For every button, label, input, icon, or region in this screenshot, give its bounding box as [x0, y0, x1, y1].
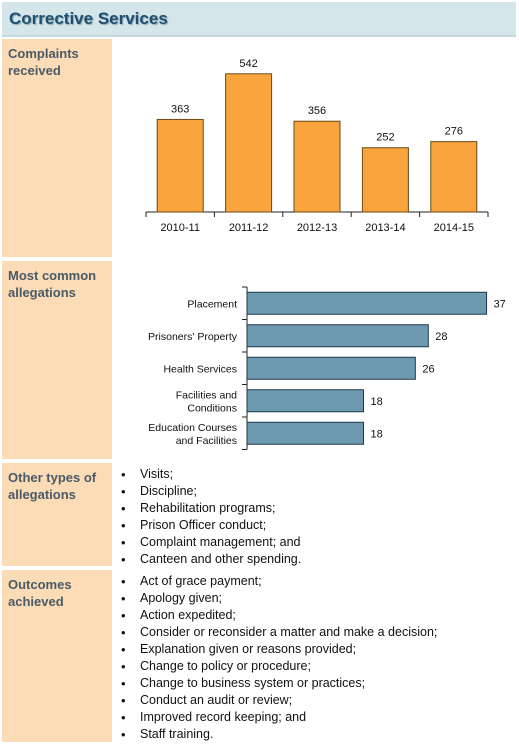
allegations-label: Most common allegations	[8, 268, 97, 300]
data-label-2010-11: 363	[171, 103, 189, 115]
data-label-education-courses-and-facilities: 18	[371, 428, 383, 440]
bar-2013-14	[361, 147, 409, 213]
other-allegations-list: Visits;Discipline;Rehabilitation program…	[121, 466, 301, 568]
other-allegation-item: Rehabilitation programs;	[121, 500, 301, 517]
other-allegation-item: Canteen and other spending.	[121, 551, 301, 568]
other-allegation-item: Discipline;	[121, 483, 301, 500]
data-label-2014-15: 276	[445, 126, 463, 138]
complaints-chart-cell: 363 2010-11 542 2011-12 356 2012-13 252 2013-14…	[113, 39, 516, 257]
outcome-item: Act of grace payment;	[121, 573, 437, 590]
bar-2011-12	[225, 73, 273, 213]
allegations-bar-chart: 37 Placement 28 Prisoners' Property 26 Health…	[148, 286, 506, 450]
outcome-item: Apology given;	[121, 590, 437, 607]
page-title: Corrective Services	[9, 9, 168, 28]
data-label-prisoners-property: 28	[435, 331, 447, 343]
category-label-placement: Placement	[187, 298, 237, 310]
other-label: Other types of allegations	[8, 470, 97, 502]
bar-2012-13	[293, 120, 341, 213]
outcomes-list: Act of grace payment;Apology given;Actio…	[121, 573, 437, 743]
other-allegation-item: Prison Officer conduct;	[121, 517, 301, 534]
outcomes-label-cell: Outcomes achieved	[2, 570, 112, 742]
outcome-item: Improved record keeping; and	[121, 709, 437, 726]
bar-2014-15	[430, 141, 478, 213]
category-label-facilities-and-conditions: Facilities and Conditions	[176, 389, 237, 414]
complaints-label: Complaints received	[8, 46, 79, 78]
outcome-item: Staff training.	[121, 726, 437, 743]
tick-label-2011-12: 2011-12	[229, 222, 269, 234]
outcomes-label: Outcomes achieved	[8, 577, 72, 609]
bar-health-services	[246, 356, 416, 380]
bar-education-courses-and-facilities	[246, 421, 365, 445]
other-list-cell: Visits;Discipline;Rehabilitation program…	[113, 463, 516, 568]
data-label-health-services: 26	[422, 363, 434, 375]
outcome-item: Change to policy or procedure;	[121, 658, 437, 675]
allegations-chart-cell: 37 Placement 28 Prisoners' Property 26 Health…	[113, 261, 516, 459]
outcome-item: Explanation given or reasons provided;	[121, 641, 437, 658]
data-label-2011-12: 542	[239, 58, 257, 70]
complaints-label-cell: Complaints received	[2, 39, 112, 257]
category-label-education-courses-and-facilities: Education Courses and Facilities	[148, 422, 237, 447]
outcome-item: Change to business system or practices;	[121, 675, 437, 692]
category-label-health-services: Health Services	[163, 363, 237, 375]
data-label-2012-13: 356	[308, 105, 326, 117]
other-allegation-item: Complaint management; and	[121, 534, 301, 551]
tick-label-2010-11: 2010-11	[160, 222, 200, 234]
data-label-facilities-and-conditions: 18	[371, 396, 383, 408]
bar-2010-11	[156, 118, 204, 213]
page-header: Corrective Services	[2, 2, 516, 37]
bar-prisoners-property	[246, 324, 429, 348]
complaints-bar-chart: 363 2010-11 542 2011-12 356 2012-13 252 2013-14…	[145, 58, 489, 234]
data-label-2013-14: 252	[376, 132, 394, 144]
bar-placement	[246, 291, 488, 315]
other-allegation-item: Visits;	[121, 466, 301, 483]
outcome-item: Consider or reconsider a matter and make…	[121, 624, 437, 641]
bar-facilities-and-conditions	[246, 389, 365, 413]
category-label-prisoners-property: Prisoners' Property	[148, 331, 238, 343]
other-label-cell: Other types of allegations	[2, 463, 112, 566]
data-label-placement: 37	[494, 298, 506, 310]
tick-label-2013-14: 2013-14	[365, 222, 405, 234]
outcome-item: Conduct an audit or review;	[121, 692, 437, 709]
tick-label-2014-15: 2014-15	[434, 222, 474, 234]
allegations-label-cell: Most common allegations	[2, 261, 112, 459]
tick-label-2012-13: 2012-13	[297, 222, 337, 234]
outcome-item: Action expedited;	[121, 607, 437, 624]
outcomes-list-cell: Act of grace payment;Apology given;Actio…	[113, 570, 516, 743]
